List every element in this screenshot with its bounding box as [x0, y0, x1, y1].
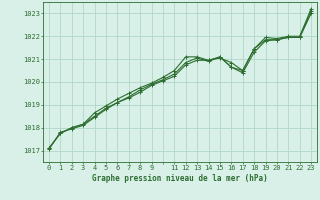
- X-axis label: Graphe pression niveau de la mer (hPa): Graphe pression niveau de la mer (hPa): [92, 174, 268, 183]
